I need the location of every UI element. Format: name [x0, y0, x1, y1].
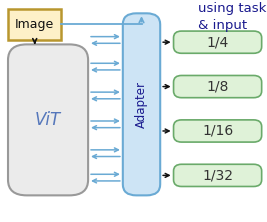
Text: 1/16: 1/16 [202, 124, 233, 138]
Text: Image: Image [15, 18, 54, 31]
FancyBboxPatch shape [174, 31, 262, 53]
Text: 1/4: 1/4 [206, 35, 229, 49]
FancyBboxPatch shape [174, 75, 262, 98]
FancyBboxPatch shape [8, 44, 88, 195]
FancyBboxPatch shape [174, 120, 262, 142]
FancyBboxPatch shape [174, 164, 262, 186]
Text: 1/32: 1/32 [202, 168, 233, 182]
Bar [8, 9, 61, 40]
Text: 1/8: 1/8 [206, 79, 229, 94]
FancyBboxPatch shape [123, 13, 160, 195]
Text: using task prior
& input: using task prior & input [198, 2, 267, 32]
Text: ViT: ViT [35, 111, 61, 129]
Text: Adapter: Adapter [135, 81, 148, 128]
